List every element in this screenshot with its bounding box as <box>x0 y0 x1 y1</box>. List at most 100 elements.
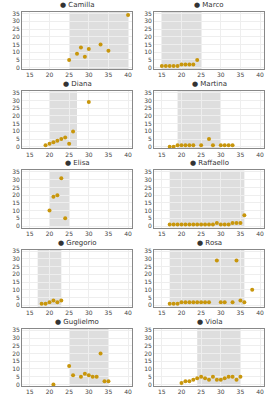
svg-text:20: 20 <box>46 151 54 158</box>
svg-text:10: 10 <box>144 286 152 293</box>
svg-text:40: 40 <box>256 71 264 78</box>
svg-text:● Diana: ● Diana <box>63 80 92 88</box>
svg-text:25: 25 <box>197 309 205 316</box>
svg-text:15: 15 <box>12 278 20 285</box>
svg-text:25: 25 <box>197 151 205 158</box>
svg-text:25: 25 <box>144 25 152 32</box>
svg-text:15: 15 <box>26 230 34 237</box>
svg-text:35: 35 <box>237 388 245 395</box>
svg-text:35: 35 <box>237 151 245 158</box>
svg-text:0: 0 <box>148 222 152 229</box>
svg-text:35: 35 <box>144 247 152 254</box>
svg-text:10: 10 <box>144 365 152 372</box>
svg-text:15: 15 <box>144 41 152 48</box>
svg-text:0: 0 <box>148 301 152 308</box>
svg-text:25: 25 <box>65 309 73 316</box>
svg-text:5: 5 <box>16 373 20 380</box>
svg-text:15: 15 <box>12 199 20 206</box>
svg-text:15: 15 <box>158 388 166 395</box>
svg-text:● Martina: ● Martina <box>192 80 227 88</box>
svg-text:20: 20 <box>12 112 20 119</box>
svg-text:25: 25 <box>144 184 152 191</box>
svg-text:30: 30 <box>12 255 20 262</box>
svg-text:10: 10 <box>12 48 20 55</box>
svg-text:0: 0 <box>16 301 20 308</box>
svg-text:30: 30 <box>144 17 152 24</box>
svg-text:25: 25 <box>12 342 20 349</box>
svg-text:5: 5 <box>148 373 152 380</box>
svg-text:● Elisa: ● Elisa <box>65 159 90 167</box>
svg-text:40: 40 <box>124 151 132 158</box>
svg-text:35: 35 <box>12 247 20 254</box>
svg-text:30: 30 <box>12 17 20 24</box>
svg-text:15: 15 <box>26 151 34 158</box>
svg-text:35: 35 <box>12 10 20 17</box>
svg-text:5: 5 <box>148 56 152 63</box>
svg-text:5: 5 <box>16 294 20 301</box>
svg-text:30: 30 <box>12 176 20 183</box>
svg-text:20: 20 <box>178 230 186 237</box>
svg-text:40: 40 <box>124 230 132 237</box>
svg-text:5: 5 <box>148 135 152 142</box>
svg-text:25: 25 <box>197 388 205 395</box>
svg-text:30: 30 <box>217 388 225 395</box>
svg-text:30: 30 <box>217 309 225 316</box>
svg-text:25: 25 <box>65 151 73 158</box>
svg-text:20: 20 <box>144 112 152 119</box>
svg-text:10: 10 <box>12 365 20 372</box>
svg-text:15: 15 <box>144 199 152 206</box>
svg-text:30: 30 <box>217 230 225 237</box>
svg-text:15: 15 <box>144 120 152 127</box>
svg-text:35: 35 <box>12 168 20 175</box>
svg-text:10: 10 <box>144 48 152 55</box>
svg-text:25: 25 <box>65 71 73 78</box>
svg-text:30: 30 <box>217 151 225 158</box>
svg-text:● Viola: ● Viola <box>197 318 222 326</box>
svg-text:10: 10 <box>12 127 20 134</box>
svg-text:20: 20 <box>12 270 20 277</box>
svg-text:5: 5 <box>148 294 152 301</box>
svg-text:5: 5 <box>16 56 20 63</box>
svg-text:25: 25 <box>65 230 73 237</box>
svg-text:● Gregorio: ● Gregorio <box>58 239 97 247</box>
svg-text:35: 35 <box>105 388 113 395</box>
svg-text:30: 30 <box>144 255 152 262</box>
svg-text:● Marco: ● Marco <box>194 1 224 9</box>
svg-text:35: 35 <box>237 309 245 316</box>
svg-text:15: 15 <box>158 71 166 78</box>
svg-text:40: 40 <box>256 388 264 395</box>
svg-text:15: 15 <box>12 41 20 48</box>
svg-text:35: 35 <box>105 309 113 316</box>
svg-text:20: 20 <box>46 71 54 78</box>
svg-text:30: 30 <box>85 388 93 395</box>
svg-text:10: 10 <box>144 207 152 214</box>
svg-text:● Camilla: ● Camilla <box>60 1 94 9</box>
svg-text:10: 10 <box>144 127 152 134</box>
svg-text:30: 30 <box>12 97 20 104</box>
svg-text:30: 30 <box>144 334 152 341</box>
svg-text:0: 0 <box>148 381 152 388</box>
svg-text:15: 15 <box>26 71 34 78</box>
svg-text:25: 25 <box>197 71 205 78</box>
svg-text:35: 35 <box>105 151 113 158</box>
svg-text:20: 20 <box>144 350 152 357</box>
svg-text:30: 30 <box>85 230 93 237</box>
svg-text:20: 20 <box>12 191 20 198</box>
svg-text:5: 5 <box>16 214 20 221</box>
svg-text:0: 0 <box>148 64 152 71</box>
svg-text:25: 25 <box>197 230 205 237</box>
svg-text:20: 20 <box>46 230 54 237</box>
svg-text:35: 35 <box>237 230 245 237</box>
svg-text:40: 40 <box>124 309 132 316</box>
svg-text:35: 35 <box>144 168 152 175</box>
svg-text:15: 15 <box>26 309 34 316</box>
svg-text:40: 40 <box>124 388 132 395</box>
svg-text:0: 0 <box>16 222 20 229</box>
svg-text:10: 10 <box>12 286 20 293</box>
svg-text:15: 15 <box>158 230 166 237</box>
svg-text:0: 0 <box>16 381 20 388</box>
svg-text:35: 35 <box>12 326 20 333</box>
svg-text:40: 40 <box>256 230 264 237</box>
svg-text:30: 30 <box>144 176 152 183</box>
svg-text:40: 40 <box>256 151 264 158</box>
